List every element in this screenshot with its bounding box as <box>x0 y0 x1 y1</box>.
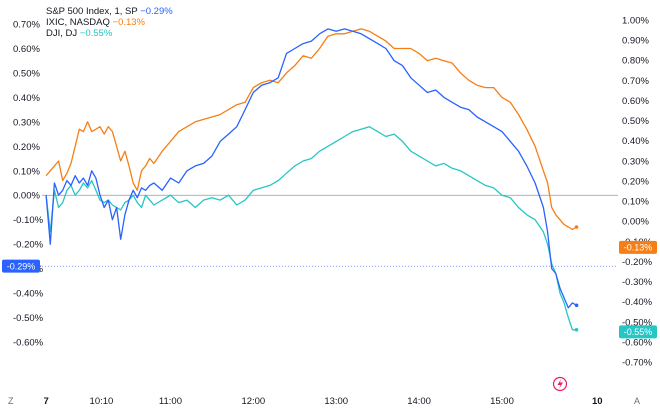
right-axis-tick-label: -0.70% <box>622 358 653 369</box>
series-line-dji[interactable] <box>45 126 577 331</box>
series-end-point <box>574 303 579 308</box>
series-line-s-p-500-index[interactable] <box>45 28 577 309</box>
right-axis-tick-label: 0.90% <box>622 36 649 47</box>
legend-entry[interactable]: S&P 500 Index, 1, SP −0.29% <box>46 6 173 17</box>
legend-entry[interactable]: DJI, DJ −0.55% <box>46 28 113 39</box>
series-end-point <box>574 225 579 229</box>
x-axis-tick-label: 10:10 <box>90 396 114 407</box>
right-axis-tick-label: 0.20% <box>622 176 649 187</box>
corner-label-right[interactable]: A <box>634 396 640 406</box>
right-axis-tick-label: -0.40% <box>622 297 653 308</box>
series-end-point <box>574 327 579 332</box>
last-value-badge-text: -0.13% <box>624 243 653 253</box>
right-axis-tick-label: 0.10% <box>622 197 649 208</box>
corner-label-left[interactable]: Z <box>8 396 14 406</box>
right-axis-tick-label: 0.70% <box>622 76 649 87</box>
legend-change-value: −0.13% <box>113 17 146 28</box>
right-axis-tick-label: 0.60% <box>622 96 649 107</box>
left-axis-tick-label: 0.40% <box>13 93 40 104</box>
x-axis-tick-label: 10 <box>592 396 603 407</box>
x-axis-tick-label: 13:00 <box>324 396 348 407</box>
x-axis-tick-label: 7 <box>43 396 48 407</box>
left-axis-tick-label: -0.50% <box>13 313 44 324</box>
left-axis-tick-label: -0.20% <box>13 240 44 251</box>
last-value-badge-text: -0.29% <box>7 261 36 271</box>
left-axis-tick-label: 0.30% <box>13 117 40 128</box>
event-marker-icon[interactable] <box>552 376 568 392</box>
left-axis-tick-label: 0.10% <box>13 166 40 177</box>
legend-entry[interactable]: IXIC, NASDAQ −0.13% <box>46 17 146 28</box>
left-axis-tick-label: 0.20% <box>13 142 40 153</box>
last-value-badge <box>2 259 40 273</box>
last-value-badge <box>619 325 657 339</box>
right-axis-tick-label: 1.00% <box>622 16 649 27</box>
left-axis-tick-label: -0.40% <box>13 289 44 300</box>
right-axis-tick-label: 0.30% <box>622 156 649 167</box>
right-axis-tick-label: 0.80% <box>622 56 649 67</box>
x-axis-tick-label: 15:00 <box>490 396 514 407</box>
right-axis-tick-label: -0.20% <box>622 257 653 268</box>
right-axis-tick-label: -0.30% <box>622 277 653 288</box>
legend-change-value: −0.29% <box>140 6 173 17</box>
left-axis-tick-label: 0.50% <box>13 68 40 79</box>
right-axis-tick-label: -0.60% <box>622 337 653 348</box>
x-axis-tick-label: 14:00 <box>407 396 431 407</box>
x-axis-tick-label: 12:00 <box>241 396 265 407</box>
right-axis-tick-label: 0.50% <box>622 116 649 127</box>
right-axis-tick-label: 0.00% <box>622 217 649 228</box>
x-axis-tick-label: 11:00 <box>159 396 182 407</box>
last-value-badge-text: -0.55% <box>624 327 653 337</box>
right-axis-tick-label: 0.40% <box>622 136 649 147</box>
left-axis-tick-label: -0.10% <box>13 215 44 226</box>
legend-change-value: −0.55% <box>80 28 113 39</box>
left-axis-tick-label: 0.60% <box>13 44 40 55</box>
lightning-icon <box>557 379 563 389</box>
left-axis-tick-label: 0.70% <box>13 20 40 31</box>
series-line-ixic[interactable] <box>45 28 577 231</box>
last-value-badge <box>619 240 657 254</box>
left-axis-tick-label: -0.60% <box>13 338 44 349</box>
left-axis-tick-label: 0.00% <box>13 191 40 202</box>
right-axis-tick-label: -0.50% <box>622 317 653 328</box>
